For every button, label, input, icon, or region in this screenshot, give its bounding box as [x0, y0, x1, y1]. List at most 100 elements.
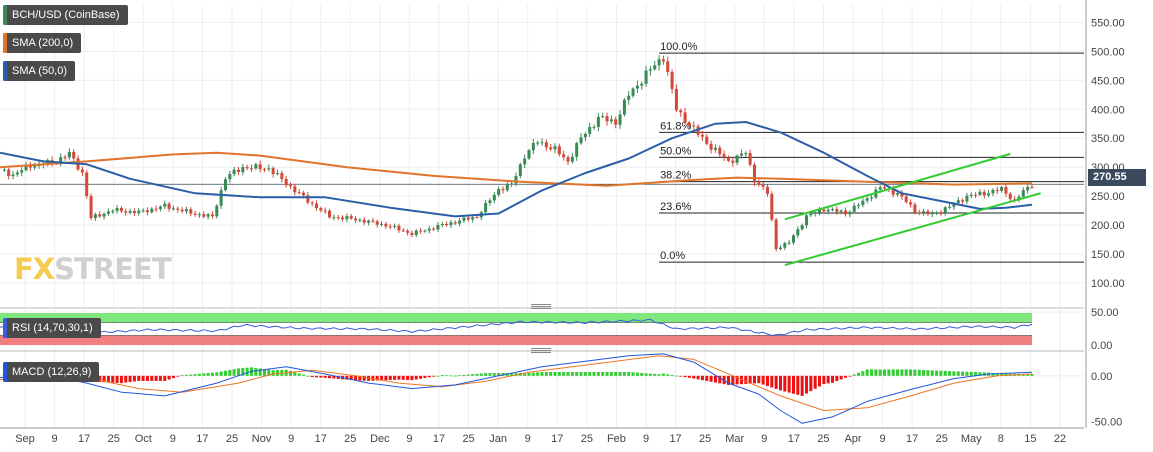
x-tick-label: 22 — [1054, 433, 1066, 445]
candle-body — [835, 209, 839, 212]
candle-body — [445, 223, 449, 226]
macd-histogram-bar — [739, 375, 743, 385]
candle-body — [2, 169, 6, 171]
macd-histogram-bar — [436, 375, 440, 377]
macd-histogram-bar — [783, 375, 787, 392]
macd-histogram-bar — [683, 375, 687, 378]
macd-histogram-bar — [297, 373, 301, 376]
candle-body — [262, 169, 267, 171]
candle-body — [345, 216, 349, 220]
macd-histogram-bar — [310, 375, 314, 378]
candle-body — [154, 208, 158, 210]
candle-body — [544, 142, 548, 148]
candle-body — [878, 187, 882, 190]
candle-body — [514, 175, 518, 184]
macd-histogram-bar — [822, 375, 826, 385]
macd-histogram-bar — [531, 372, 535, 376]
candle-body — [475, 217, 479, 219]
candle-body — [891, 188, 895, 195]
macd-histogram-bar — [731, 375, 735, 385]
macd-histogram-bar — [692, 375, 696, 379]
macd-histogram-bar — [163, 375, 167, 381]
fib-level-label: 23.6% — [660, 201, 691, 213]
candle-body — [223, 179, 227, 191]
candle-body — [592, 126, 596, 128]
candle-body — [969, 194, 973, 196]
legend-sma200[interactable]: SMA (200,0) — [3, 33, 82, 53]
macd-y-tick-label: 0.00 — [1091, 371, 1112, 383]
macd-histogram-bar — [293, 372, 297, 376]
macd-histogram-bar — [566, 371, 570, 376]
macd-histogram-bar — [354, 375, 358, 381]
y-tick-label: 250.00 — [1091, 191, 1125, 203]
candle-body — [119, 207, 123, 212]
legend-symbol[interactable]: BCH/USD (CoinBase) — [3, 5, 128, 25]
candle-body — [744, 153, 748, 155]
candle-body — [739, 153, 743, 156]
x-tick-label: 17 — [669, 433, 681, 445]
pane-resize-handle-macd[interactable] — [531, 348, 551, 353]
macd-histogram-bar — [562, 371, 566, 376]
macd-histogram-bar — [106, 375, 110, 383]
legend-sma50[interactable]: SMA (50,0) — [3, 61, 76, 81]
candle-body — [661, 59, 665, 62]
macd-histogram-bar — [471, 374, 475, 376]
macd-histogram-bar — [796, 375, 800, 395]
macd-histogram-bar — [635, 372, 639, 376]
macd-histogram-bar — [913, 369, 917, 376]
macd-histogram-bar — [271, 370, 275, 376]
candle-body — [987, 193, 991, 196]
candle-body — [1008, 193, 1012, 200]
pane-resize-handle-rsi[interactable] — [531, 304, 551, 309]
macd-histogram-bar — [713, 375, 717, 383]
channel-line — [784, 152, 1011, 221]
candle-body — [449, 222, 453, 226]
x-tick-label: 25 — [936, 433, 948, 445]
candle-body — [15, 172, 19, 175]
legend-rsi[interactable]: RSI (14,70,30,1) — [3, 318, 101, 338]
candle-body — [462, 217, 466, 221]
macd-histogram-bar — [596, 371, 600, 376]
candle-body — [601, 116, 605, 118]
legend-macd[interactable]: MACD (12,26,9) — [3, 362, 100, 382]
macd-histogram-bar — [419, 375, 423, 379]
y-tick-label: 450.00 — [1091, 75, 1125, 87]
candle-body — [870, 197, 874, 199]
logo-suffix: STREET — [54, 252, 171, 286]
y-tick-label: 400.00 — [1091, 104, 1125, 116]
candle-body — [89, 196, 93, 218]
x-tick-label: 9 — [170, 433, 176, 445]
logo-prefix: FX — [14, 252, 55, 286]
candle-body — [948, 206, 952, 208]
macd-histogram-bar — [267, 369, 271, 376]
fib-level-label: 38.2% — [660, 170, 691, 182]
x-tick-label: 25 — [581, 433, 593, 445]
macd-histogram-bar — [830, 375, 835, 383]
macd-histogram-bar — [579, 371, 583, 376]
candle-body — [683, 112, 687, 123]
candle-body — [128, 211, 132, 213]
macd-histogram-bar — [861, 371, 865, 376]
candle-body — [323, 210, 327, 212]
candle-body — [393, 225, 397, 227]
macd-histogram-bar — [666, 374, 670, 376]
candle-body — [202, 214, 206, 217]
candle-body — [605, 116, 609, 122]
macd-histogram-bar — [336, 375, 340, 379]
candle-body — [72, 151, 76, 159]
candle-body — [80, 169, 84, 173]
candle-body — [657, 59, 661, 66]
macd-histogram-bar — [137, 375, 141, 381]
macd-histogram-bar — [510, 373, 514, 376]
legend-macd-label: MACD (12,26,9) — [12, 366, 92, 378]
candle-body — [709, 143, 713, 150]
macd-histogram-bar — [961, 371, 965, 376]
macd-histogram-bar — [176, 375, 180, 377]
macd-histogram-bar — [644, 373, 648, 376]
y-tick-label: 350.00 — [1091, 133, 1125, 145]
candle-body — [540, 142, 544, 144]
candle-body — [900, 193, 904, 197]
candle-body — [245, 167, 249, 169]
candle-body — [1030, 186, 1034, 188]
candle-body — [952, 203, 956, 207]
